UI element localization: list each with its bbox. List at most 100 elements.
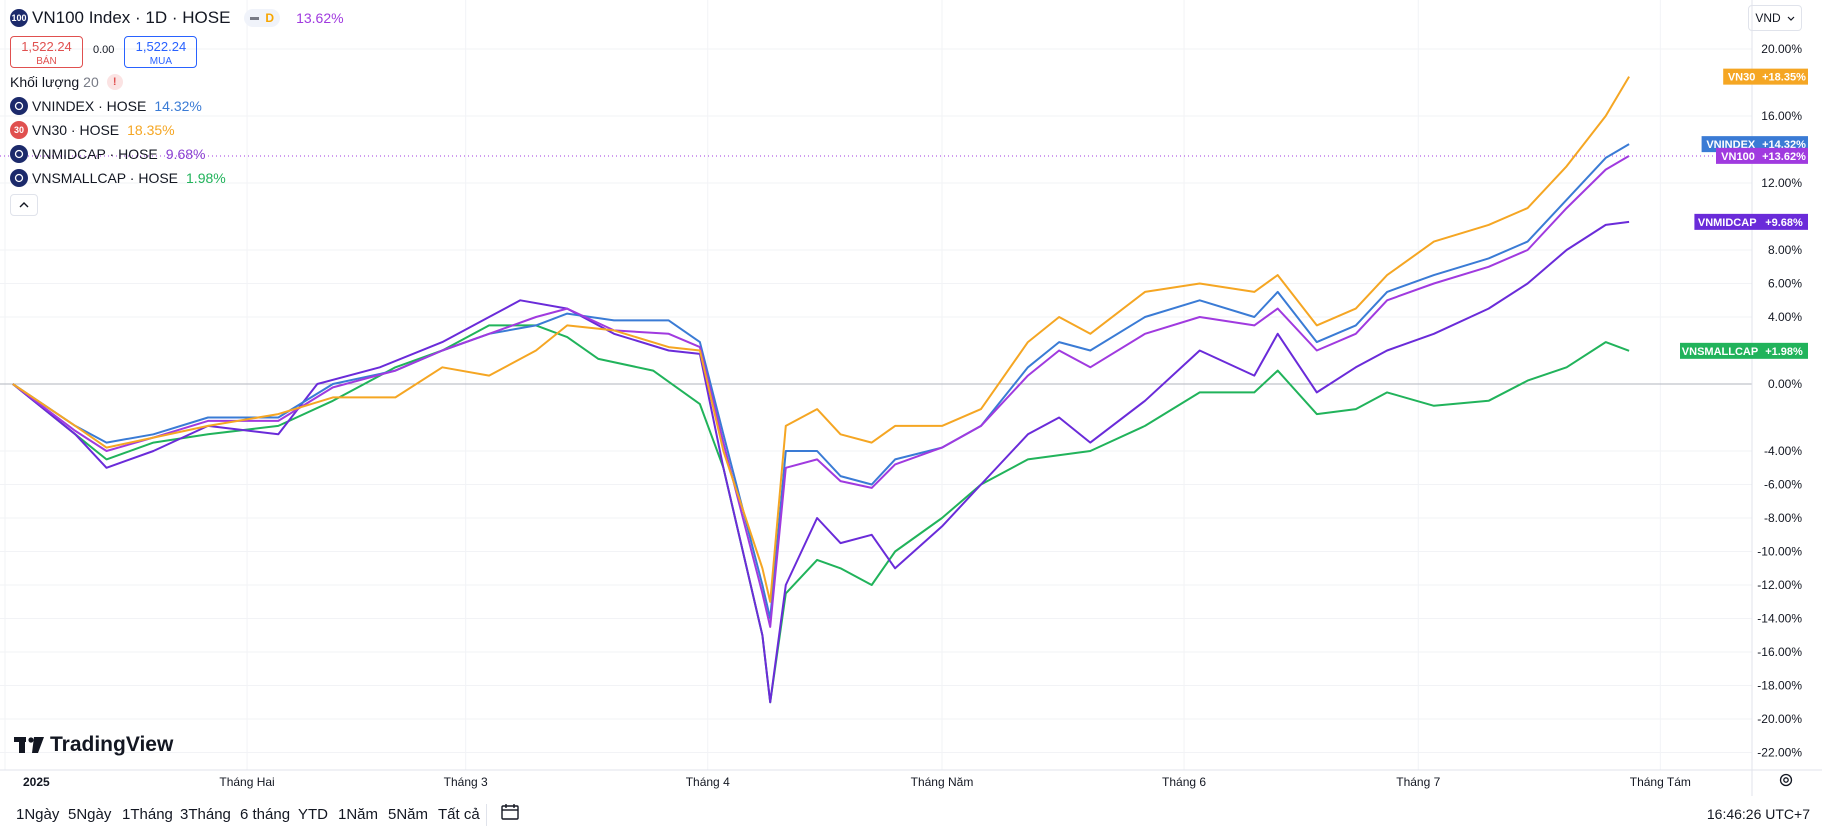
series-name-label: VN30	[1728, 72, 1756, 84]
range-button[interactable]: 1Tháng	[122, 806, 173, 823]
range-button[interactable]: 5Năm	[388, 806, 429, 823]
grid-layer	[0, 0, 1752, 770]
settings-icon[interactable]	[1778, 772, 1794, 788]
main-change-pct: 13.62%	[296, 10, 344, 26]
series-name-label: VN100	[1721, 151, 1755, 163]
interval-letter: D	[265, 11, 275, 25]
chart-title[interactable]: VN100 Index · 1D · HOSE	[32, 8, 231, 27]
range-button[interactable]: 6 tháng	[240, 806, 291, 823]
y-tick-label: 20.00%	[1761, 42, 1802, 56]
range-button[interactable]: 3Tháng	[180, 806, 231, 823]
y-tick-label: -10.00%	[1757, 545, 1802, 559]
series-line-vnmidcap[interactable]	[12, 220, 1630, 704]
vn100-symbol-icon: 100	[10, 9, 28, 27]
comparison-chart[interactable]: 20.00% 16.00% 12.00% 8.00% 6.00% 4.00% 0.00% -4…	[0, 0, 1822, 796]
symbol-logo-icon: 30	[10, 121, 28, 139]
series-value-label: +9.68%	[1765, 217, 1803, 229]
sell-label: BÁN	[36, 56, 57, 67]
y-axis: 20.00% 16.00% 12.00% 8.00% 6.00% 4.00% 0.00% -4…	[1751, 0, 1802, 796]
compare-symbol-name: VNSMALLCAP · HOSE	[32, 170, 179, 186]
y-tick-label: 0.00%	[1768, 377, 1802, 391]
y-tick-label: -12.00%	[1757, 578, 1802, 592]
range-button[interactable]: Tất cả	[438, 806, 480, 823]
y-tick-label: 6.00%	[1768, 277, 1802, 291]
y-tick-label: -14.00%	[1757, 612, 1802, 626]
collapse-legend-button[interactable]	[10, 194, 38, 216]
line-style-icon	[250, 16, 260, 20]
series-value-label: +18.35%	[1762, 72, 1806, 84]
last-value-label-vn100: VN100 +13.62%	[1716, 147, 1808, 164]
compare-row[interactable]: VNINDEX · HOSE 14.32%	[10, 94, 344, 118]
x-tick-label: Tháng 3	[444, 775, 488, 789]
clock-timezone[interactable]: 16:46:26 UTC+7	[1706, 806, 1810, 822]
warning-icon[interactable]: !	[106, 74, 123, 90]
interval-pill[interactable]: D	[244, 9, 281, 27]
compare-symbol-name: VNINDEX · HOSE	[32, 98, 147, 114]
series-name-label: VNMIDCAP	[1698, 217, 1757, 229]
currency-label: VND	[1755, 11, 1781, 25]
symbol-logo-icon	[10, 97, 28, 115]
range-button[interactable]: 1Năm	[338, 806, 379, 823]
currency-selector[interactable]: VND	[1748, 5, 1802, 31]
compare-symbol-change: 14.32%	[154, 98, 202, 114]
y-tick-label: -8.00%	[1764, 511, 1802, 525]
y-tick-label: -16.00%	[1757, 645, 1802, 659]
series-name-label: VNSMALLCAP	[1682, 346, 1758, 358]
logo-text: TradingView	[50, 733, 174, 756]
series-value-label: +13.62%	[1762, 151, 1806, 163]
spread-value: 0.00	[93, 44, 115, 56]
compare-symbols-list: VNINDEX · HOSE 14.32% 30 VN30 · HOSE 18.35% V…	[10, 94, 344, 190]
series-value-label: +1.98%	[1765, 346, 1803, 358]
compare-row[interactable]: VNSMALLCAP · HOSE 1.98%	[10, 166, 344, 190]
sell-price: 1,522.24	[21, 39, 72, 54]
compare-symbol-name: VNMIDCAP · HOSE	[32, 146, 158, 162]
volume-value: 20	[83, 74, 99, 90]
range-button[interactable]: 1Ngày	[16, 806, 60, 823]
compare-row[interactable]: 30 VN30 · HOSE 18.35%	[10, 118, 344, 142]
last-value-labels: VNSMALLCAP +1.98%VNMIDCAP +9.68%VNINDEX +14…	[1680, 68, 1808, 359]
range-button[interactable]: YTD	[298, 806, 328, 823]
y-tick-label: -22.00%	[1757, 746, 1802, 760]
x-tick-label: Tháng 7	[1396, 775, 1440, 789]
compare-row[interactable]: VNMIDCAP · HOSE 9.68%	[10, 142, 344, 166]
x-tick-label: Tháng Năm	[911, 775, 974, 789]
series-line-vn100[interactable]	[12, 155, 1630, 628]
toolbar-separator	[486, 804, 487, 826]
buy-label: MUA	[149, 56, 173, 67]
x-axis: 2025 Tháng Hai Tháng 3 Tháng 4 Tháng Năm Thán…	[0, 769, 1822, 789]
y-tick-label: 12.00%	[1761, 176, 1802, 190]
calendar-icon[interactable]	[500, 802, 520, 822]
compare-symbol-change: 18.35%	[127, 122, 175, 138]
series-layer	[12, 76, 1630, 704]
y-tick-label: 4.00%	[1768, 310, 1802, 324]
x-tick-label: Tháng 6	[1162, 775, 1206, 789]
chart-legend: 100 VN100 Index · 1D · HOSE D 13.62% 1,5…	[10, 6, 344, 216]
series-line-vnindex[interactable]	[12, 143, 1630, 620]
y-tick-label: -4.00%	[1764, 444, 1802, 458]
bottom-toolbar: 1Ngày 5Ngày 1Tháng 3Tháng 6 tháng YTD 1Năm 5Năm…	[0, 796, 1822, 836]
y-tick-label: -18.00%	[1757, 679, 1802, 693]
range-button[interactable]: 5Ngày	[68, 806, 112, 823]
y-tick-label: 16.00%	[1761, 109, 1802, 123]
x-tick-label: 2025	[23, 775, 50, 789]
buy-button[interactable]: 1,522.24 MUA	[124, 36, 198, 68]
x-tick-label: Tháng Tám	[1630, 775, 1691, 789]
chevron-up-icon	[19, 202, 29, 208]
series-line-vn30[interactable]	[12, 76, 1630, 603]
y-tick-label: -6.00%	[1764, 478, 1802, 492]
sell-button[interactable]: 1,522.24 BÁN	[10, 36, 83, 68]
symbol-logo-icon	[10, 145, 28, 163]
last-value-label-vnsmallcap: VNSMALLCAP +1.98%	[1680, 342, 1808, 359]
last-value-label-vn30: VN30 +18.35%	[1723, 68, 1808, 85]
compare-symbol-change: 1.98%	[186, 170, 226, 186]
buy-price: 1,522.24	[135, 39, 187, 54]
y-tick-label: 8.00%	[1768, 243, 1802, 257]
compare-symbol-name: VN30 · HOSE	[32, 122, 120, 138]
tradingview-logo[interactable]: TradingView	[14, 733, 173, 757]
last-value-label-vnmidcap: VNMIDCAP +9.68%	[1694, 213, 1808, 230]
series-line-vnsmallcap[interactable]	[12, 324, 1630, 704]
tradingview-logo-icon	[14, 737, 44, 753]
x-tick-label: Tháng 4	[686, 775, 730, 789]
volume-label[interactable]: Khối lượng	[10, 74, 80, 90]
x-tick-label: Tháng Hai	[219, 775, 274, 789]
